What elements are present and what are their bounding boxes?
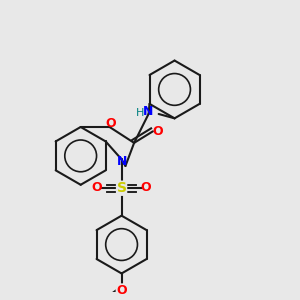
- Text: O: O: [92, 181, 102, 194]
- Text: N: N: [143, 105, 154, 118]
- Text: N: N: [116, 155, 127, 168]
- Text: S: S: [117, 181, 127, 195]
- Text: O: O: [141, 181, 152, 194]
- Text: O: O: [153, 125, 164, 138]
- Text: H: H: [136, 107, 145, 118]
- Text: O: O: [116, 284, 127, 297]
- Text: O: O: [106, 117, 116, 130]
